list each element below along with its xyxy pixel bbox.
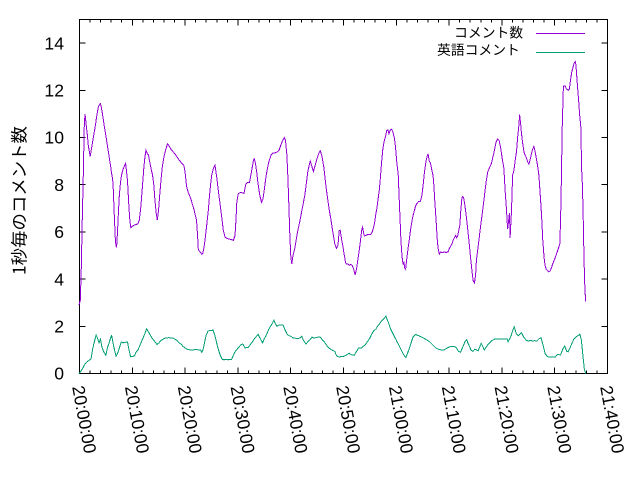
svg-text:6: 6 <box>54 222 64 242</box>
svg-text:8: 8 <box>54 175 64 195</box>
svg-text:0: 0 <box>54 364 64 384</box>
svg-text:14: 14 <box>44 33 64 53</box>
svg-text:12: 12 <box>44 81 64 101</box>
svg-text:10: 10 <box>44 128 64 148</box>
svg-text:4: 4 <box>54 269 64 289</box>
svg-text:2: 2 <box>54 317 64 337</box>
